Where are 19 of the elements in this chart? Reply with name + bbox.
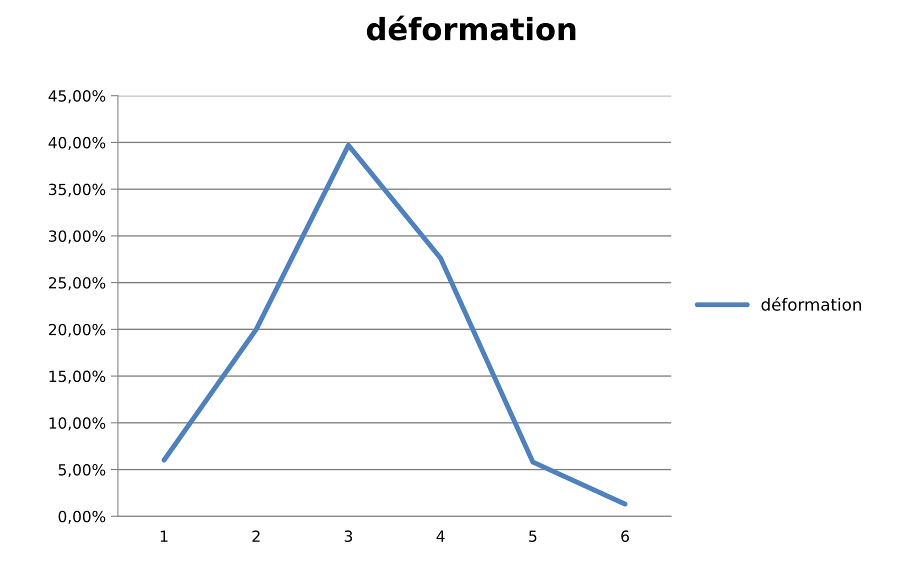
x-tick-label: 4 [436, 530, 445, 542]
y-tick-label: 10,00% [50, 417, 106, 430]
x-tick-label: 1 [160, 530, 168, 542]
y-tick-label: 35,00% [49, 184, 106, 197]
y-tick-label: 40,00% [48, 136, 106, 150]
y-tick-label: 25,00% [48, 277, 106, 290]
x-tick-label: 6 [621, 530, 629, 542]
y-tick-label: 0,00% [58, 510, 106, 524]
y-tick-label: 30,00% [49, 230, 106, 244]
y-tick-label: 45,00% [48, 90, 106, 104]
legend-label: déformation [762, 297, 861, 311]
y-tick-label: 15,00% [50, 370, 106, 384]
x-tick-label: 5 [529, 530, 536, 542]
x-tick-label: 3 [344, 530, 352, 542]
x-tick-label: 2 [252, 530, 260, 542]
y-tick-label: 20,00% [48, 324, 106, 337]
line-series [162, 142, 628, 507]
chart-title: déformation [366, 16, 576, 41]
y-tick-label: 5,00% [58, 464, 106, 478]
